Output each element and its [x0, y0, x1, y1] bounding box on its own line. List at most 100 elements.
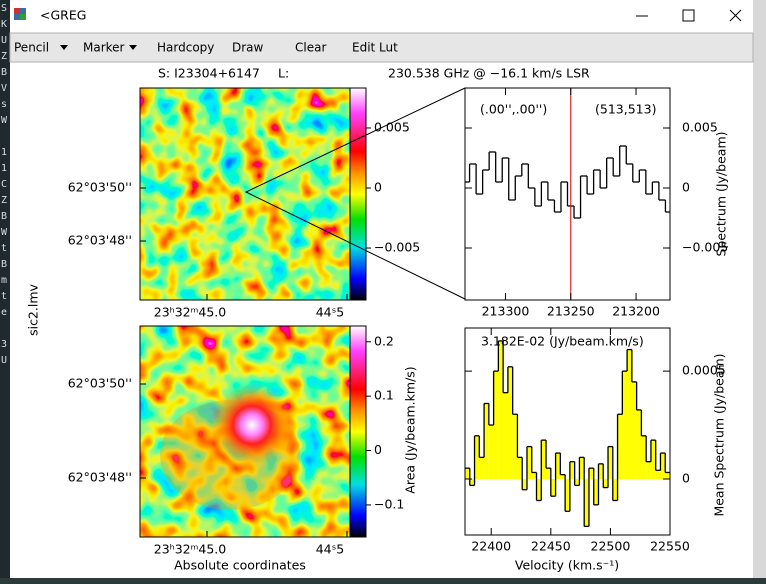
channel-fill [531, 472, 537, 479]
spectrum [465, 340, 670, 528]
terminal-char: Z [1, 195, 7, 206]
terminal-char: V [1, 83, 7, 94]
colorbar-bottom [349, 325, 367, 538]
map-top-image [140, 88, 350, 300]
channel-fill [612, 478, 618, 501]
x-tick-label: 22500 [591, 539, 631, 554]
l-label: L: [278, 66, 289, 81]
channel-fill [627, 349, 632, 479]
pixel-label: (513,513) [595, 102, 656, 117]
channel-fill [593, 478, 599, 505]
terminal-char: t [1, 243, 7, 254]
channel-fill [617, 414, 623, 479]
channel-fill [641, 435, 647, 479]
window-title: <GREG [40, 8, 86, 23]
y-tick-label: 0.005 [682, 119, 718, 134]
menu-item[interactable]: Hardcopy [157, 41, 214, 55]
integrated-label: 3.182E-02 (Jy/beam.km/s) [481, 334, 644, 349]
y-axis-title: Mean Spectrum (Jy/beam) [712, 353, 727, 516]
channel-fill [608, 446, 613, 479]
channel-fill [660, 453, 666, 479]
y-tick-label: 0.0005 [682, 363, 726, 378]
ra-tick-label: 44ˢ5 [316, 542, 345, 557]
terminal-char: m [1, 275, 7, 286]
ra-tick-label: 44ˢ5 [316, 305, 345, 320]
taskbar-edge [0, 578, 766, 584]
title-bar: <GREG [14, 8, 742, 23]
close-button[interactable] [729, 9, 742, 22]
terminal-char: e [1, 307, 7, 318]
channel-fill [526, 446, 532, 479]
channel-fill [598, 463, 604, 479]
menu-item[interactable]: Marker [83, 41, 125, 55]
maximize-button[interactable] [682, 9, 695, 22]
channel-fill [469, 478, 475, 486]
colorbar-tick-label: 0 [374, 179, 382, 194]
channel-fill [474, 435, 480, 479]
channel-fill [484, 403, 489, 479]
menu-item[interactable]: Draw [232, 41, 264, 55]
x-tick-label: 213250 [547, 304, 595, 319]
file-label: sic2.lmv [26, 283, 41, 335]
terminal-char: W [1, 115, 8, 126]
dec-tick-label: 62°03'50'' [68, 180, 132, 195]
desktop-edge [753, 0, 766, 584]
channel-fill [636, 409, 642, 479]
spectrum-frame [464, 87, 671, 301]
channel-fill [560, 474, 566, 479]
y-axis-title: Spectrum (Jy/beam) [714, 131, 729, 256]
spectrum [465, 145, 670, 219]
terminal-strip [0, 0, 10, 584]
channel-fill [541, 440, 547, 479]
terminal-char: B [1, 211, 7, 222]
terminal-char: C [1, 179, 7, 190]
dec-tick-label: 62°03'48'' [68, 470, 132, 485]
x-axis-title: Absolute coordinates [174, 558, 306, 573]
menu-item[interactable]: Edit Lut [352, 41, 398, 55]
channel-fill [503, 392, 508, 479]
terminal-char: s [1, 99, 7, 110]
dec-tick-label: 62°03'50'' [68, 376, 132, 391]
x-tick-label: 213200 [612, 304, 660, 319]
colorbar-tick-label: 0 [374, 442, 382, 457]
x-axis-title: Velocity (km.s⁻¹) [515, 558, 619, 573]
plot-area: S: I23304+6147 L: 230.538 GHz @ −16.1 km… [26, 66, 729, 573]
ra-tick-label: 23ʰ32ᵐ45.0 [154, 305, 227, 320]
dropdown-arrow[interactable] [129, 45, 137, 50]
colorbar-tick-label: 0.2 [374, 333, 394, 348]
dropdown-arrow[interactable] [60, 45, 68, 50]
channel-fill [465, 468, 470, 479]
ra-tick-label: 23ʰ32ᵐ45.0 [154, 542, 227, 557]
terminal-char: 3 [1, 339, 7, 350]
terminal-char: W [1, 227, 8, 238]
step-connectors [469, 340, 666, 527]
channel-fill [646, 461, 651, 479]
terminal-char: U [1, 355, 7, 366]
channel-fill [517, 457, 523, 479]
terminal-char: 1 [1, 163, 7, 174]
channel-fill [574, 478, 580, 486]
terminal-char: t [1, 291, 7, 302]
channel-fill [479, 457, 485, 479]
x-tick-label: 22400 [471, 539, 511, 554]
channel-fill [584, 478, 589, 527]
menu-item[interactable]: Clear [295, 41, 326, 55]
x-tick-label: 22450 [531, 539, 571, 554]
dec-tick-label: 62°03'48'' [68, 233, 132, 248]
channel-fill [493, 371, 499, 479]
colorbar-tick-label: −0.005 [374, 240, 420, 255]
channel-fill [498, 340, 504, 479]
terminal-char: 1 [1, 147, 7, 158]
menu-item[interactable]: Pencil [14, 41, 49, 55]
x-tick-label: 22550 [650, 539, 690, 554]
channel-fill [522, 478, 527, 490]
line-label: 230.538 GHz @ −16.1 km/s LSR [388, 66, 590, 81]
channel-fill [569, 461, 575, 479]
terminal-char: S [1, 3, 7, 14]
channel-fill [588, 468, 594, 479]
zoom-lines [244, 87, 466, 300]
terminal-char: K [1, 19, 7, 30]
